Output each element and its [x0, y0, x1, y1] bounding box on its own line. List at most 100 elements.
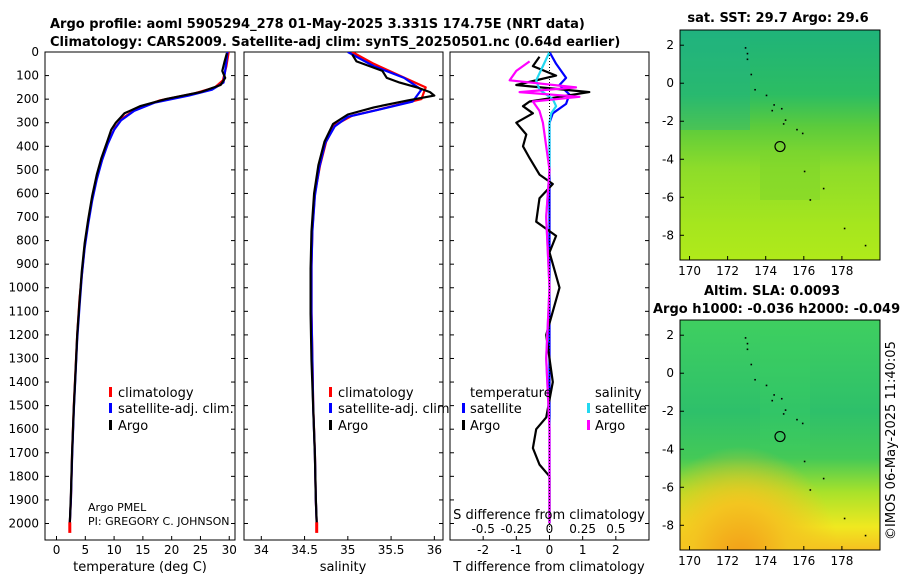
temperature-ytick-label: 1000: [8, 281, 39, 295]
sst-map-title: sat. SST: 29.7 Argo: 29.6: [687, 11, 868, 26]
difference-series-3: [508, 60, 581, 524]
sst-map-xtick-label: 174: [754, 264, 777, 278]
difference-legend-title-temperature: temperature: [470, 386, 552, 401]
salinity-panel: 34 34.5 35 35.5 36 salinity climatology sate…: [243, 51, 454, 575]
temperature-series: [68, 52, 230, 533]
sst-map-island: [754, 88, 756, 91]
sla-map-island: [801, 422, 804, 425]
difference-legend-title-salinity: salinity: [595, 386, 642, 401]
sla-map-ytick-label: -6: [662, 480, 674, 494]
temperature-legend-argo: Argo: [118, 419, 148, 434]
sla-map-island: [744, 337, 747, 339]
temperature-ytick-label: 600: [16, 186, 39, 200]
sst-cool-patch: [680, 30, 750, 130]
sst-map-panel: sat. SST: 29.7 Argo: 29.6 170 172 174 176 17…: [662, 11, 881, 278]
imos-credit: ©IMOS 06-May-2025 11:40:05: [884, 341, 899, 540]
difference-top-label: S difference from climatology: [453, 508, 645, 523]
sla-high-blob: [680, 320, 880, 550]
temperature-xtick-label: 5: [81, 543, 89, 557]
sst-map-island: [780, 107, 783, 110]
sla-map-island: [782, 413, 785, 415]
difference-xtick-label: 0: [546, 543, 554, 557]
sst-map-island: [801, 132, 804, 135]
sst-map-xtick-label: 170: [678, 264, 701, 278]
temperature-legend-satellite-swatch: [109, 403, 112, 413]
difference-series: [508, 52, 591, 540]
sst-map-island: [771, 109, 774, 112]
salinity-legend-satellite: satellite-adj. clim.: [338, 402, 454, 417]
difference-legend-temperature-argo-swatch: [462, 420, 465, 430]
salinity-ticks: 34 34.5 35 35.5 36: [244, 51, 443, 557]
temperature-ytick-label: 1700: [8, 446, 39, 460]
salinity-legend-satellite-swatch: [329, 403, 332, 413]
temperature-ytick-label: 1900: [8, 493, 39, 507]
sla-map-island: [784, 409, 787, 411]
sla-map-ytick-label: 0: [666, 366, 674, 380]
sla-map-island: [773, 394, 775, 396]
temperature-legend-satellite: satellite-adj. clim.: [118, 402, 234, 417]
temperature-ytick-label: 900: [16, 257, 39, 271]
difference-stick-label: -0.25: [501, 522, 532, 536]
sst-warm-patch: [760, 150, 820, 200]
temperature-legend: climatology satellite-adj. clim. Argo: [109, 386, 234, 434]
salinity-legend-argo-swatch: [329, 420, 332, 430]
sst-map-ytick-label: -4: [662, 152, 674, 166]
salinity-xtick-label: 36: [427, 543, 442, 557]
sst-map-ytick-label: 0: [666, 76, 674, 90]
temperature-ytick-label: 100: [16, 69, 39, 83]
difference-stick-label: 0.25: [569, 522, 596, 536]
sst-map-island: [782, 123, 785, 125]
difference-legend-salinity-satellite-swatch: [587, 403, 590, 413]
salinity-legend-argo: Argo: [338, 419, 368, 434]
salinity-series: [309, 52, 436, 533]
sla-map-island: [754, 378, 756, 381]
temperature-ytick-label: 1400: [8, 375, 39, 389]
sla-map-island: [750, 363, 753, 366]
figure-title-line-2: Climatology: CARS2009. Satellite-adj cli…: [50, 35, 620, 50]
sla-map-island: [822, 477, 825, 480]
difference-xtick-label: 2: [612, 543, 620, 557]
sst-map-ytick-label: -8: [662, 228, 674, 242]
difference-legend: temperature salinity satellite Argo sate…: [462, 386, 647, 434]
temperature-ytick-label: 400: [16, 139, 39, 153]
difference-stick-label: -0.5: [471, 522, 494, 536]
temperature-legend-climatology: climatology: [118, 386, 194, 401]
sla-map-xtick-label: 174: [754, 554, 777, 568]
difference-series-1: [515, 56, 591, 524]
sst-map-ytick-label: 2: [666, 38, 674, 52]
sla-map-island: [780, 397, 783, 400]
temperature-ticks: 0 5 10 15 20 25 300100200300400500600700800900…: [8, 45, 236, 557]
sst-argo-location-marker: [774, 140, 786, 153]
sla-map-panel: Altim. SLA: 0.0093 Argo h1000: -0.036 h2…: [653, 284, 900, 568]
sla-map-island: [746, 348, 749, 351]
sst-islands: [744, 47, 867, 247]
difference-legend-salinity-argo: Argo: [595, 419, 625, 434]
temperature-panel: 0 5 10 15 20 25 300100200300400500600700800900…: [8, 45, 236, 575]
sst-map-island: [784, 119, 787, 121]
sst-map-island: [809, 199, 812, 201]
salinity-legend: climatology satellite-adj. clim. Argo: [329, 386, 454, 434]
sla-map-ytick-label: 2: [666, 328, 674, 342]
salinity-xtick-label: 34: [254, 543, 269, 557]
temperature-series-2: [68, 52, 228, 524]
sst-map-xtick-label: 172: [716, 264, 739, 278]
sla-map-island: [796, 418, 798, 421]
sla-map-xtick-label: 178: [830, 554, 853, 568]
temperature-ytick-label: 1600: [8, 422, 39, 436]
salinity-legend-climatology-swatch: [329, 387, 332, 397]
temperature-axes-box: [44, 51, 236, 541]
sst-map-island: [822, 187, 825, 190]
sla-map-island: [771, 399, 774, 402]
sst-map-island: [773, 104, 775, 106]
sst-field: [680, 30, 880, 260]
sla-map-xtick-label: 170: [678, 554, 701, 568]
sla-map-ytick-label: -4: [662, 442, 674, 456]
sla-map-island: [765, 384, 768, 387]
temperature-ytick-label: 1100: [8, 304, 39, 318]
difference-legend-temperature-argo: Argo: [470, 419, 500, 434]
sst-map-island: [750, 73, 753, 76]
sst-map-island: [746, 58, 749, 61]
sla-islands: [744, 337, 867, 537]
